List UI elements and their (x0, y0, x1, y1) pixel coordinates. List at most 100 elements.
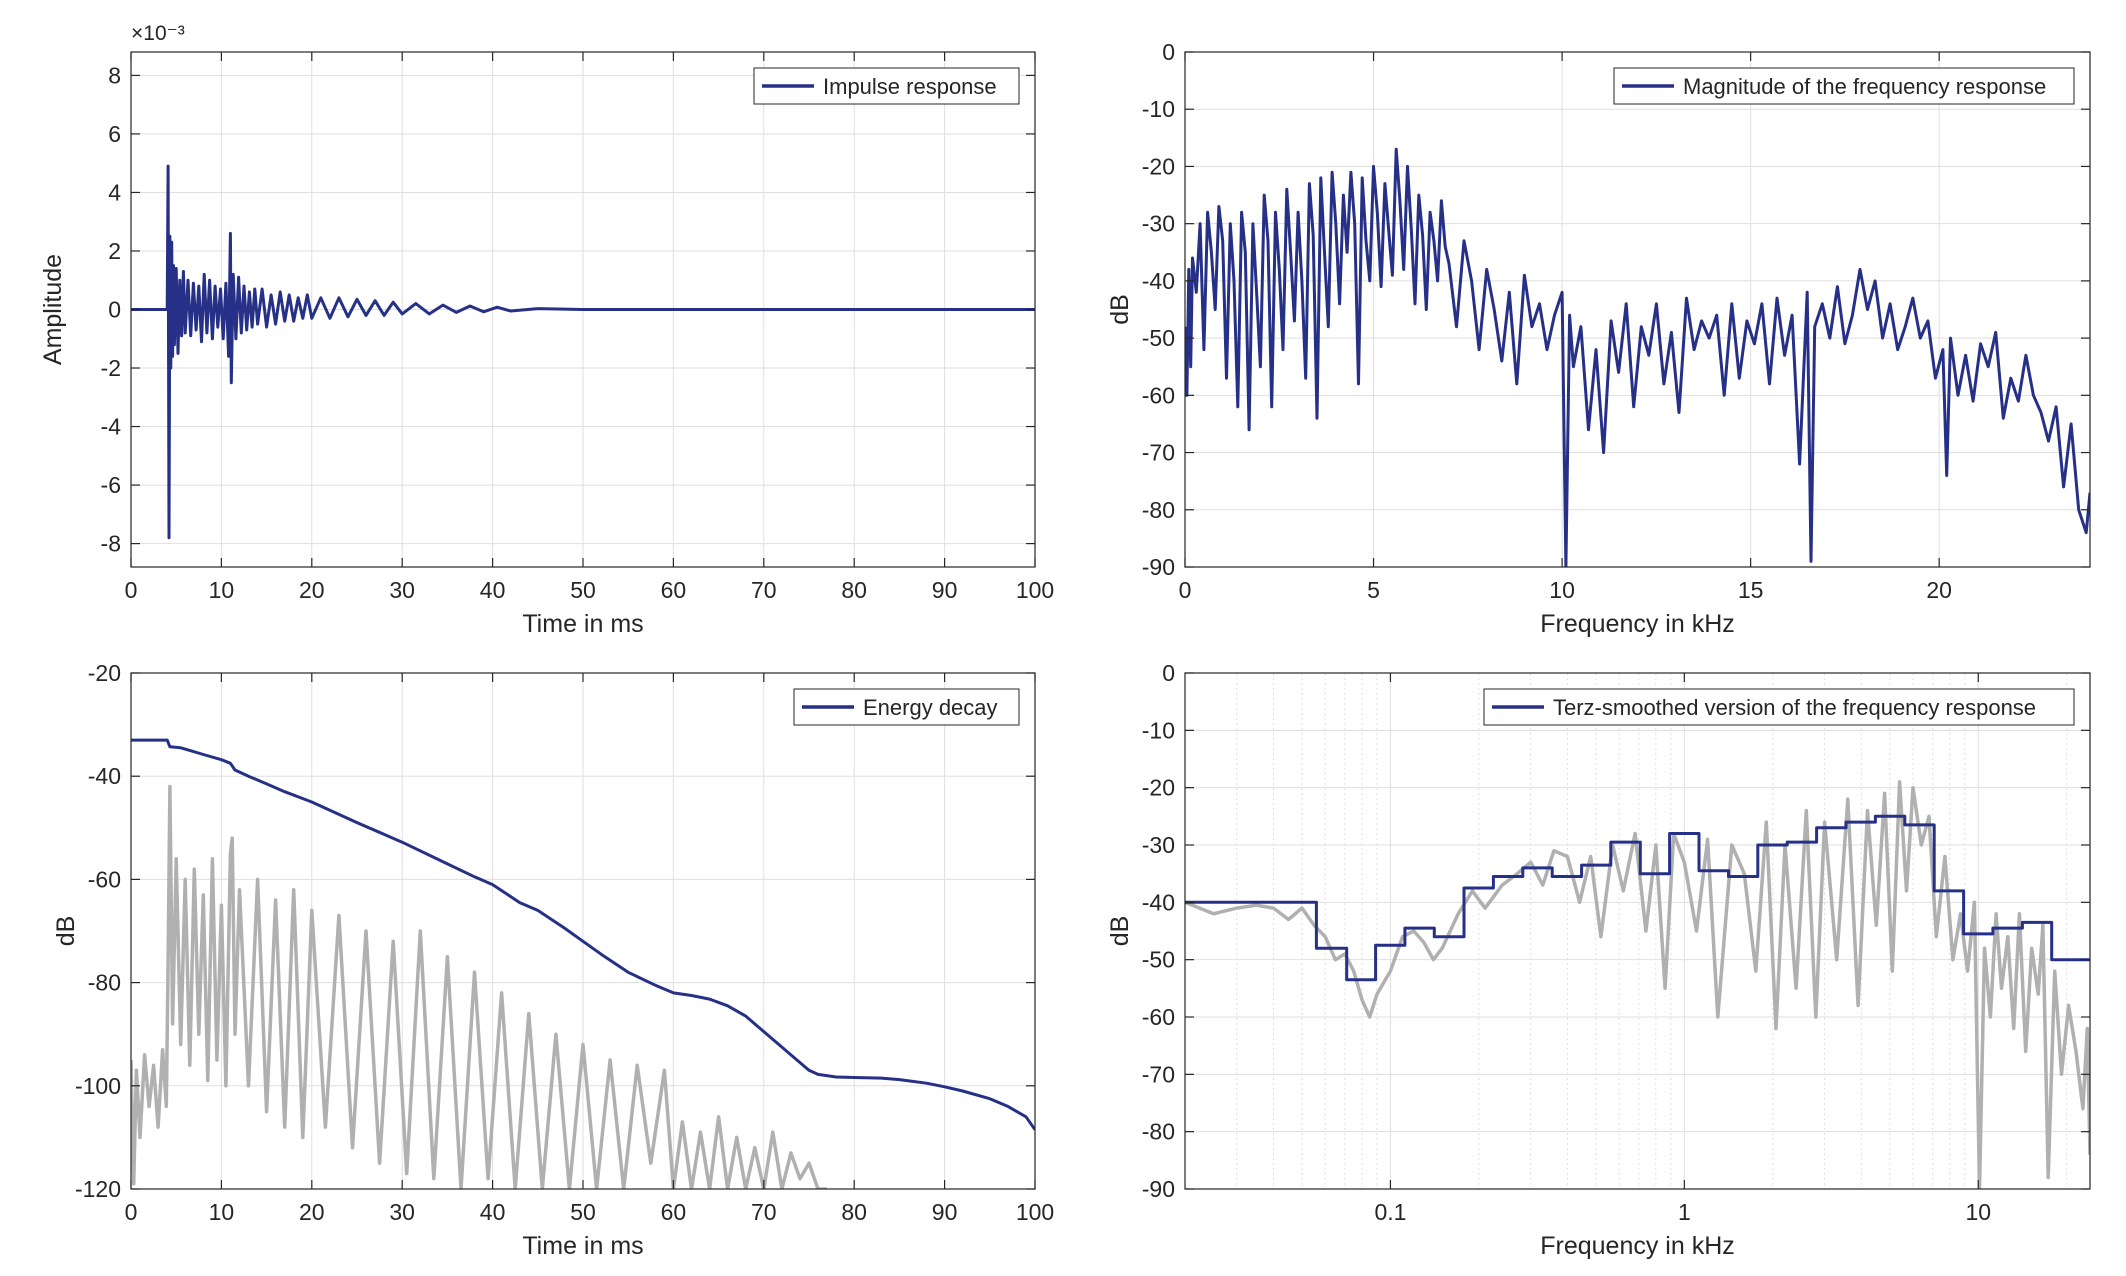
impulse-x-axis-label: Time in ms (522, 610, 643, 638)
terz-y-tick-label: -30 (1142, 832, 1175, 858)
impulse-y-tick-label: 6 (108, 121, 121, 147)
energy-decay-y-tick-label: -40 (88, 763, 121, 789)
energy-decay-y-tick-label: -100 (75, 1073, 121, 1099)
impulse-x-tick-label: 80 (841, 577, 867, 603)
energy-decay-legend: Energy decay (793, 688, 1020, 726)
magnitude-x-tick-label: 5 (1367, 577, 1380, 603)
energy-decay-x-tick-label: 10 (209, 1199, 235, 1225)
impulse-y-tick-label: 0 (108, 297, 121, 323)
impulse-x-tick-label: 70 (751, 577, 777, 603)
magnitude-y-tick-label: -70 (1142, 440, 1175, 466)
impulse-x-tick-label: 100 (1016, 577, 1054, 603)
energy-decay-y-axis-label: dB (52, 916, 80, 947)
energy-decay-x-tick-label: 20 (299, 1199, 325, 1225)
magnitude-x-tick-label: 20 (1926, 577, 1952, 603)
energy-decay-series-0-line (131, 738, 1035, 1131)
impulse-y-tick-label: -8 (101, 531, 121, 557)
terz-axes: 0.1 1 10 0 -10 -20 -30 -40 -50 -60 -70 -80 -90 Freque… (1106, 660, 2091, 1260)
magnitude-y-tick-label: -10 (1142, 96, 1175, 122)
impulse-x-tick-label: 60 (661, 577, 687, 603)
impulse-legend: Impulse response (753, 67, 1020, 105)
magnitude-y-tick-label: -90 (1142, 554, 1175, 580)
impulse-x-tick-label: 10 (209, 577, 235, 603)
impulse-x-tick-label: 30 (389, 577, 415, 603)
terz-y-tick-label: 0 (1162, 660, 1175, 686)
magnitude-y-tick-label: -20 (1142, 153, 1175, 179)
terz-y-tick-label: -80 (1142, 1119, 1175, 1145)
magnitude-y-axis-label: dB (1106, 294, 1134, 325)
magnitude-y-tick-label: 0 (1162, 39, 1175, 65)
impulse-x-tick-label: 0 (125, 577, 138, 603)
terz-series-0-line (1185, 814, 2090, 982)
magnitude-y-tick-label: -50 (1142, 325, 1175, 351)
impulse-y-tick-label: -4 (101, 414, 122, 440)
magnitude-x-tick-label: 10 (1549, 577, 1575, 603)
impulse-series-0-line (131, 164, 1035, 540)
impulse-x-tick-label: 40 (480, 577, 506, 603)
terz-y-tick-label: -40 (1142, 889, 1175, 915)
magnitude-x-axis-label: Frequency in kHz (1540, 610, 1735, 638)
terz-y-tick-label: -70 (1142, 1061, 1175, 1087)
terz-y-tick-label: -20 (1142, 775, 1175, 801)
impulse-axes: 0 10 20 30 40 50 60 70 80 90 10086420-2-4-6-8Time … (39, 22, 1054, 638)
terz-y-tick-label: -90 (1142, 1176, 1175, 1202)
magnitude-y-tick-label: -80 (1142, 497, 1175, 523)
magnitude-legend-box (1613, 67, 2075, 105)
impulse-y-tick-label: 8 (108, 62, 121, 88)
magnitude-x-tick-label: 15 (1738, 577, 1764, 603)
energy-decay-x-tick-label: 100 (1016, 1199, 1054, 1225)
energy-decay-x-tick-label: 0 (125, 1199, 138, 1225)
terz-y-axis-label: dB (1106, 916, 1134, 947)
magnitude-axes-box (1184, 51, 2091, 568)
magnitude-x-tick-label: 0 (1179, 577, 1192, 603)
energy-decay-x-tick-label: 40 (480, 1199, 506, 1225)
terz-y-tick-label: -50 (1142, 947, 1175, 973)
magnitude-legend: Magnitude of the frequency response (1613, 67, 2075, 105)
impulse-y-axis-label: Amplitude (39, 254, 67, 365)
magnitude-y-tick-label: -40 (1142, 268, 1175, 294)
impulse-y-exponent-label: ×10⁻³ (131, 22, 185, 45)
terz-legend-label: Terz-smoothed version of the frequency r… (1553, 695, 2036, 720)
energy-decay-x-tick-label: 30 (389, 1199, 415, 1225)
energy-decay-x-tick-label: 50 (570, 1199, 596, 1225)
terz-y-tick-label: -60 (1142, 1004, 1175, 1030)
magnitude-series-0-line (1185, 147, 2090, 567)
terz-x-tick-label: 1 (1678, 1199, 1691, 1225)
energy-decay-series-1-line (131, 784, 828, 1189)
energy-decay-x-axis-label: Time in ms (522, 1232, 643, 1260)
impulse-x-tick-label: 90 (932, 577, 958, 603)
magnitude-legend-label: Magnitude of the frequency response (1683, 74, 2046, 99)
terz-y-tick-label: -10 (1142, 717, 1175, 743)
impulse-legend-label: Impulse response (823, 74, 997, 99)
terz-axes-box (1184, 672, 2091, 1190)
energy-decay-x-tick-label: 70 (751, 1199, 777, 1225)
impulse-x-tick-label: 20 (299, 577, 325, 603)
figure-root: 0 10 20 30 40 50 60 70 80 90 10086420-2-4-6-8Time … (39, 22, 2091, 1260)
energy-decay-x-tick-label: 90 (932, 1199, 958, 1225)
impulse-y-tick-label: -2 (101, 355, 121, 381)
terz-x-tick-label: 10 (1965, 1199, 1991, 1225)
impulse-y-tick-label: 2 (108, 238, 121, 264)
energy-decay-y-tick-label: -60 (88, 866, 121, 892)
impulse-y-tick-label: 4 (108, 179, 121, 205)
terz-plot-area (1185, 673, 2090, 1189)
energy-decay-y-tick-label: -120 (75, 1176, 121, 1202)
terz-x-axis-label: Frequency in kHz (1540, 1232, 1735, 1260)
terz-legend-box (1483, 688, 2075, 726)
terz-series-1-line (1185, 780, 2090, 1189)
energy-decay-legend-label: Energy decay (863, 695, 998, 720)
magnitude-y-tick-label: -30 (1142, 211, 1175, 237)
magnitude-plot-area (1185, 52, 2090, 567)
magnitude-axes: 0 5 10 15 20 0 -10 -20 -30 -40 -50 -60 -70 -80 -90 Freq… (1106, 39, 2091, 638)
energy-decay-x-tick-label: 60 (661, 1199, 687, 1225)
terz-x-tick-label: 0.1 (1374, 1199, 1406, 1225)
impulse-y-tick-label: -6 (101, 472, 121, 498)
terz-legend: Terz-smoothed version of the frequency r… (1483, 688, 2075, 726)
energy-decay-y-tick-label: -80 (88, 970, 121, 996)
energy-decay-x-tick-label: 80 (841, 1199, 867, 1225)
energy-decay-y-tick-label: -20 (88, 660, 121, 686)
impulse-x-tick-label: 50 (570, 577, 596, 603)
energy-decay-axes: 0 10 20 30 40 50 60 70 80 90 100 -20 -40 -60 -80 -100 -1… (52, 660, 1054, 1260)
magnitude-y-tick-label: -60 (1142, 382, 1175, 408)
